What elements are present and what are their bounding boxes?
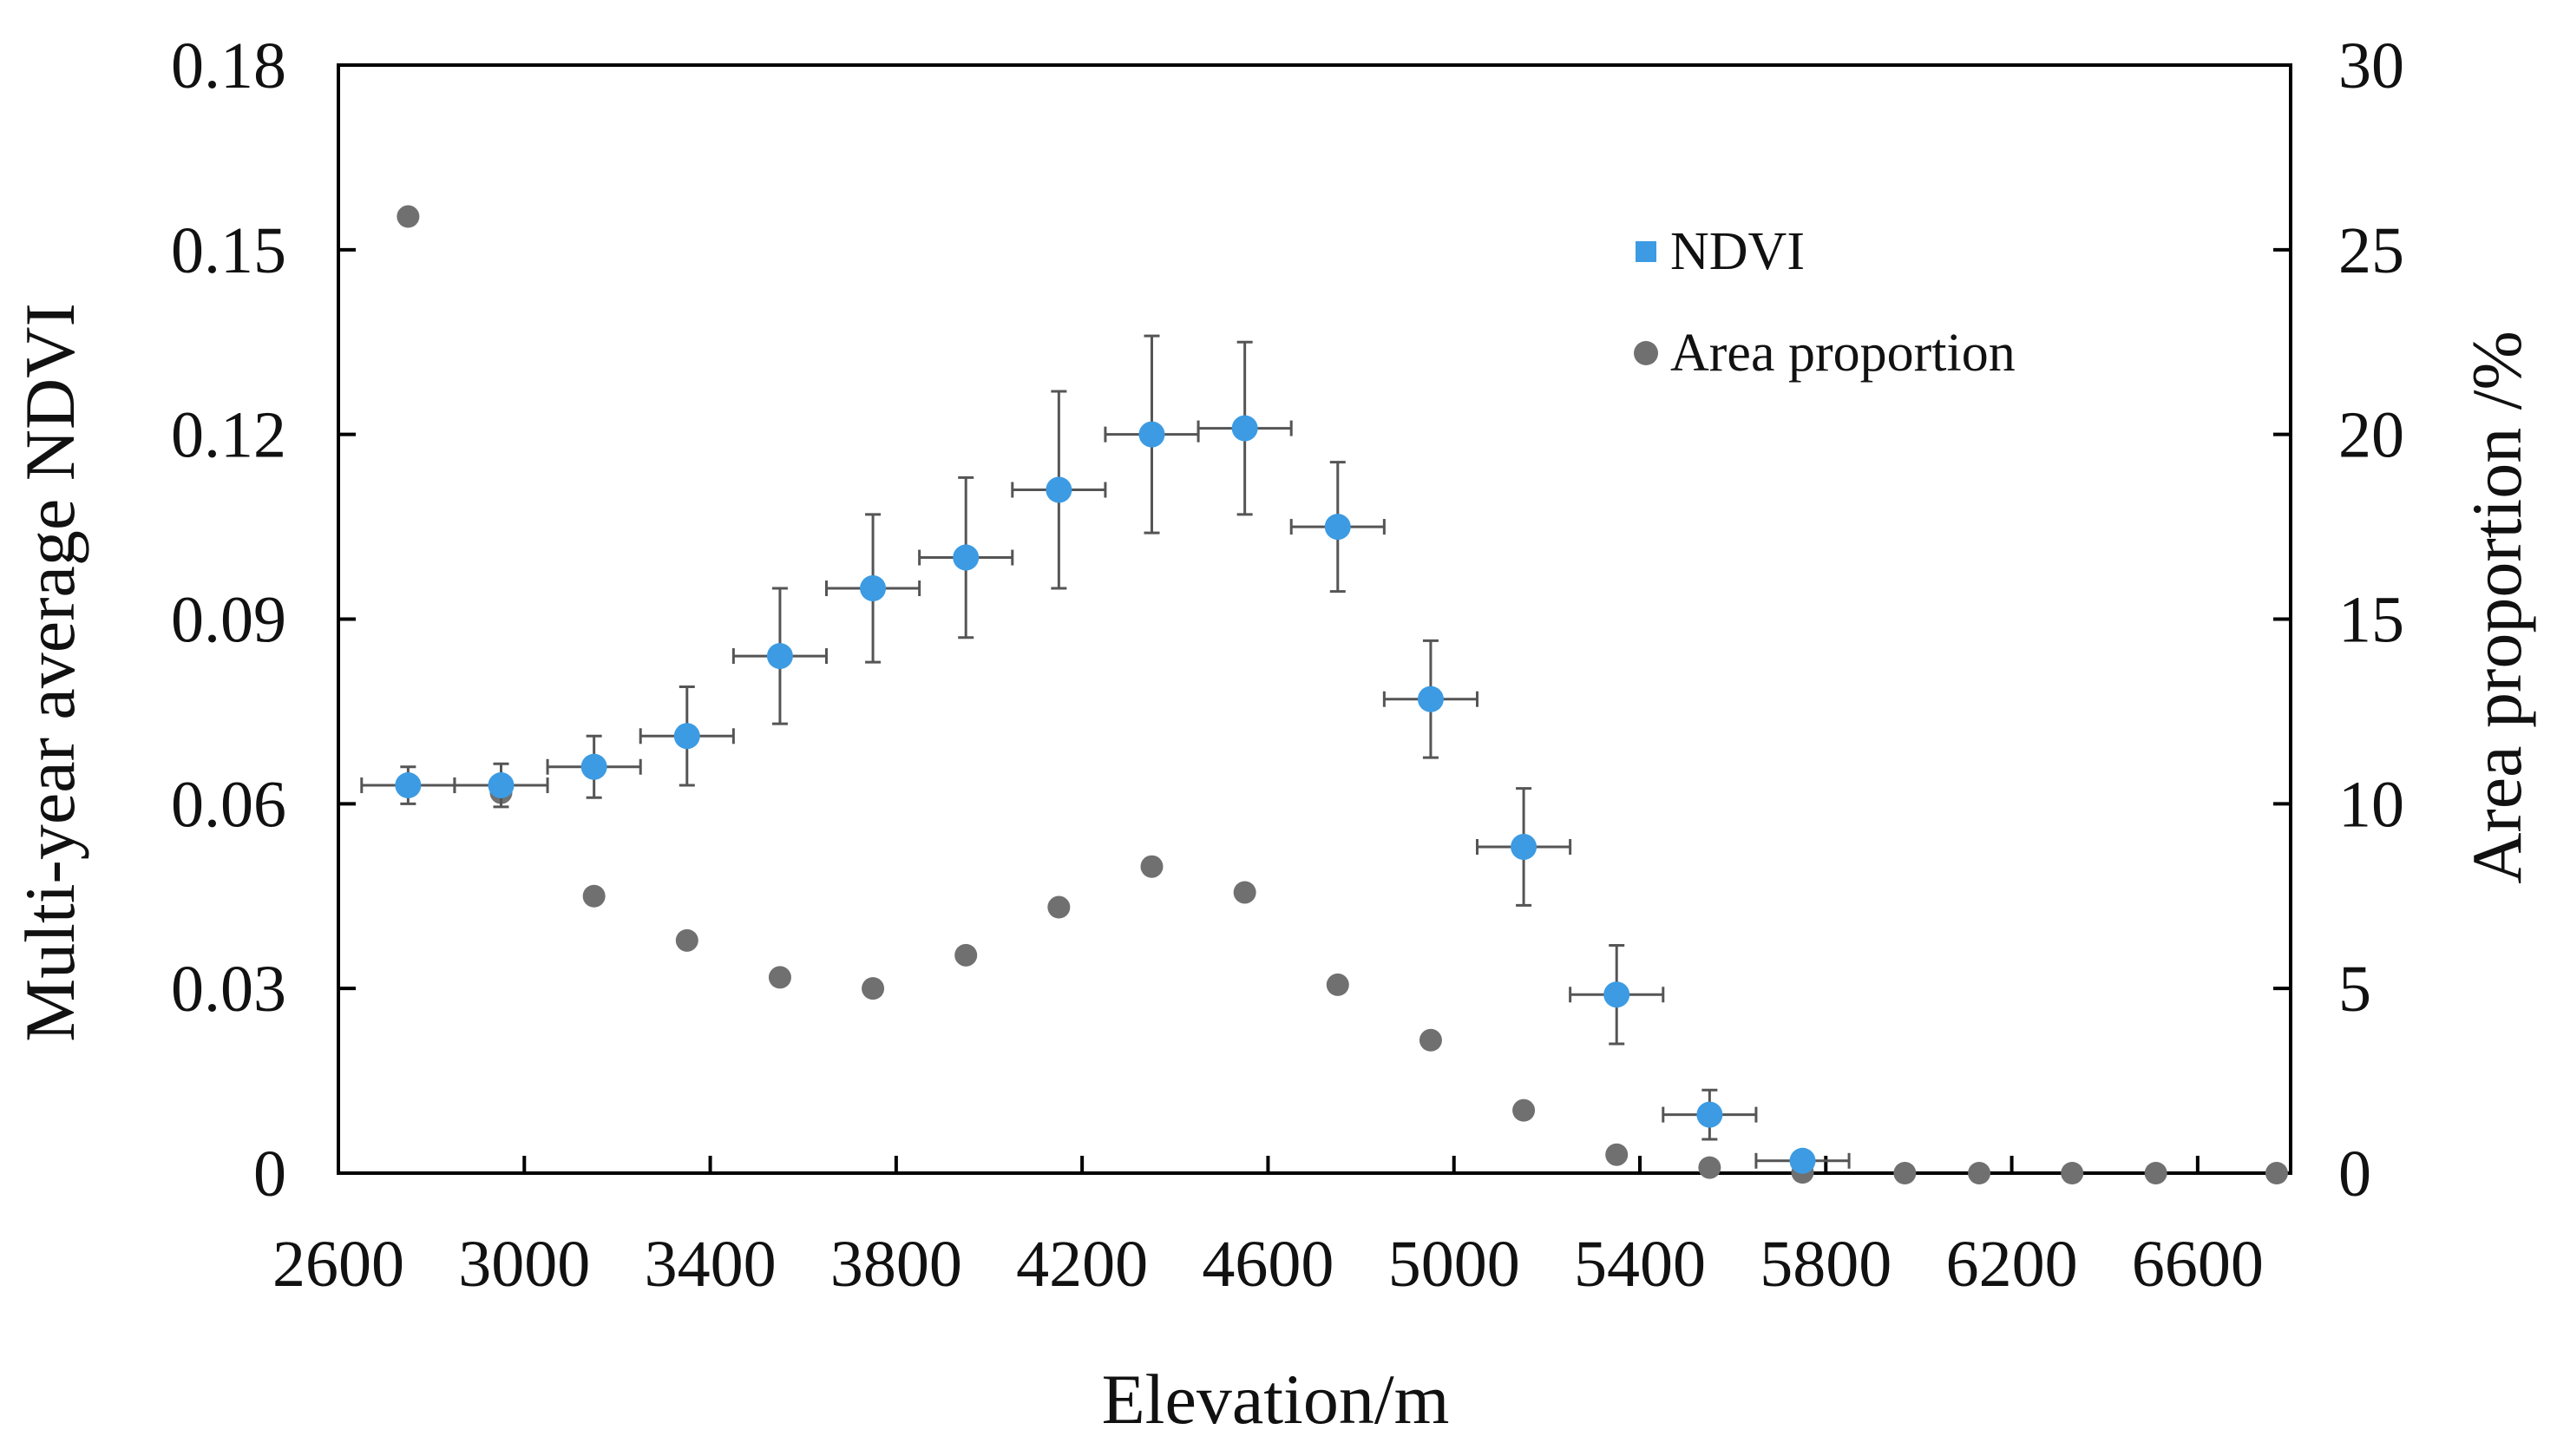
area-proportion-point xyxy=(1140,855,1164,878)
area-proportion-point xyxy=(1605,1143,1629,1166)
ndvi-point xyxy=(1603,981,1630,1008)
ndvi-point-group xyxy=(546,734,642,799)
area-proportion-point xyxy=(1968,1162,1991,1184)
ndvi-point xyxy=(580,753,607,780)
right-y-tick-label: 10 xyxy=(2338,768,2404,841)
x-axis-title: Elevation/m xyxy=(1102,1360,1450,1439)
ndvi-point-group xyxy=(1104,334,1200,535)
x-tick-label: 6200 xyxy=(1946,1228,2078,1301)
area-proportion-point xyxy=(2144,1162,2167,1184)
ndvi-point-group xyxy=(360,765,456,805)
ndvi-point-group xyxy=(1569,944,1665,1046)
x-axis-ticks: 2600 3000 3400 3800 4200 4600 5000 5400 5800 6200… xyxy=(272,1156,2264,1301)
ndvi-point xyxy=(1696,1101,1723,1128)
ndvi-point xyxy=(1417,685,1444,712)
x-tick-label: 2600 xyxy=(272,1228,404,1301)
left-y-tick-label: 0 xyxy=(253,1138,286,1210)
ndvi-point xyxy=(1138,421,1165,448)
ndvi-point-group xyxy=(1289,461,1386,594)
area-proportion-point xyxy=(954,943,978,967)
left-y-tick-label: 0.06 xyxy=(171,768,286,841)
area-proportion-point xyxy=(397,205,420,228)
right-y-tick-label: 0 xyxy=(2338,1138,2371,1210)
left-y-axis-ticks: 0 0.03 0.06 0.09 0.12 0.15 0.18 xyxy=(171,30,356,1210)
area-proportion-point xyxy=(1419,1028,1442,1052)
area-proportion-point xyxy=(862,977,885,1000)
axes xyxy=(337,63,2292,1175)
x-tick-label: 5400 xyxy=(1574,1228,1706,1301)
ndvi-point xyxy=(1231,415,1258,442)
area-proportion-point xyxy=(1047,895,1071,919)
right-y-tick-label: 15 xyxy=(2338,584,2404,657)
area-proportion-point xyxy=(1698,1156,1721,1179)
area-proportion-point xyxy=(1233,881,1256,904)
area-proportion-point xyxy=(1893,1162,1917,1184)
ndvi-point xyxy=(860,575,887,602)
ndvi-point xyxy=(1789,1147,1816,1174)
legend: NDVI Area proportion xyxy=(1634,222,2016,383)
area-proportion-point xyxy=(2265,1162,2288,1184)
right-y-axis-ticks: 0 5 10 15 20 25 30 xyxy=(2273,30,2404,1210)
ndvi-point-group xyxy=(639,685,735,787)
right-y-axis-title: Area proportion /% xyxy=(2457,331,2536,884)
ndvi-point-group xyxy=(1662,1088,1758,1141)
area-proportion-point xyxy=(768,966,791,989)
ndvi-point xyxy=(488,772,515,799)
area-proportion-point xyxy=(675,928,698,952)
legend-ndvi-label: NDVI xyxy=(1670,222,1805,281)
ndvi-point-group xyxy=(1011,390,1107,590)
ndvi-point-group xyxy=(1382,639,1478,759)
ndvi-point-group xyxy=(1754,1147,1851,1174)
right-y-tick-label: 5 xyxy=(2338,953,2371,1026)
ndvi-point xyxy=(395,772,422,799)
ndvi-point xyxy=(953,544,980,571)
left-y-tick-label: 0.09 xyxy=(171,584,286,657)
left-y-tick-label: 0.12 xyxy=(171,399,286,472)
ndvi-point xyxy=(1046,476,1072,503)
area-proportion-point xyxy=(1326,973,1349,996)
ndvi-point-group xyxy=(918,475,1014,639)
area-proportion-point xyxy=(582,884,606,908)
legend-area-marker xyxy=(1634,341,1658,365)
left-y-tick-label: 0.18 xyxy=(171,30,286,102)
right-y-tick-label: 30 xyxy=(2338,30,2404,102)
left-y-tick-label: 0.03 xyxy=(171,953,286,1026)
x-tick-label: 4200 xyxy=(1016,1228,1148,1301)
ndvi-series xyxy=(360,334,1851,1174)
x-tick-label: 3800 xyxy=(830,1228,962,1301)
ndvi-point xyxy=(766,643,793,670)
x-tick-label: 3400 xyxy=(645,1228,777,1301)
right-y-tick-label: 25 xyxy=(2338,214,2404,287)
x-tick-label: 4600 xyxy=(1202,1228,1334,1301)
ndvi-point xyxy=(1324,514,1351,541)
x-tick-label: 5800 xyxy=(1760,1228,1892,1301)
ndvi-point xyxy=(673,723,700,750)
left-y-tick-label: 0.15 xyxy=(171,214,286,287)
ndvi-point-group xyxy=(825,513,921,664)
ndvi-point-group xyxy=(453,762,549,809)
ndvi-point-group xyxy=(731,587,828,725)
x-tick-label: 3000 xyxy=(458,1228,590,1301)
x-tick-label: 6600 xyxy=(2132,1228,2264,1301)
ndvi-point xyxy=(1511,833,1537,860)
plot-frame xyxy=(337,63,2292,1175)
left-y-axis-title: Multi-year average NDVI xyxy=(10,303,89,1042)
right-y-tick-label: 20 xyxy=(2338,399,2404,472)
x-tick-label: 5000 xyxy=(1388,1228,1520,1301)
area-proportion-point xyxy=(2061,1162,2084,1184)
area-proportion-point xyxy=(1512,1099,1536,1122)
legend-ndvi-marker xyxy=(1636,241,1656,262)
legend-area-label: Area proportion xyxy=(1670,324,2016,383)
ndvi-point-group xyxy=(1476,787,1572,907)
ndvi-point-group xyxy=(1197,340,1293,516)
